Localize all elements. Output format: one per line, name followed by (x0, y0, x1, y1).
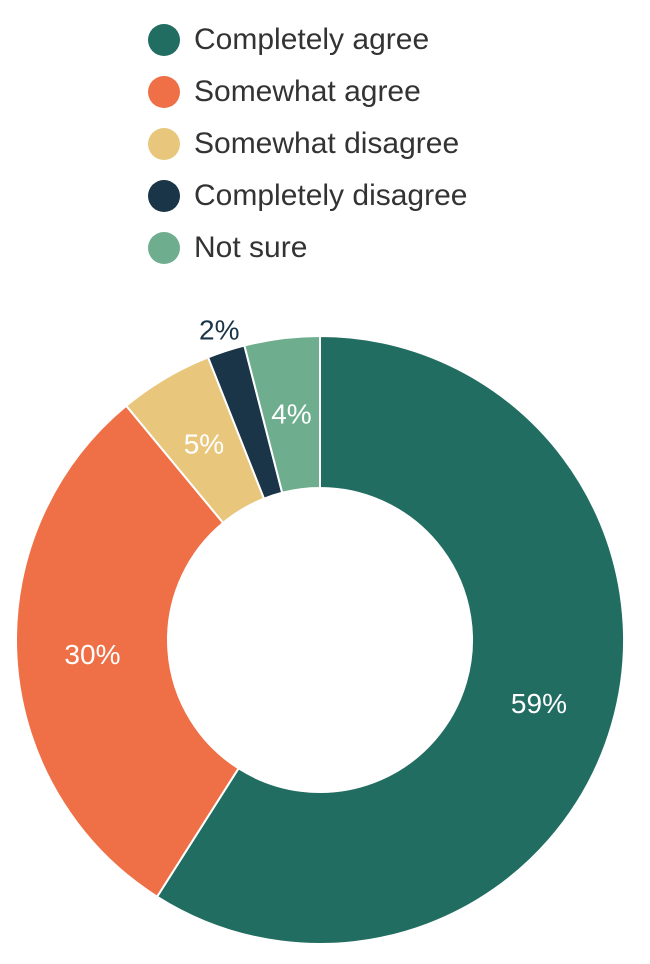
legend-label: Completely agree (194, 23, 430, 56)
legend-label: Somewhat agree (194, 75, 421, 108)
legend-label: Somewhat disagree (194, 127, 460, 160)
legend-swatch (148, 180, 180, 212)
data-label: 2% (199, 314, 239, 345)
legend-item: Somewhat agree (148, 66, 467, 118)
legend-swatch (148, 76, 180, 108)
data-label: 5% (184, 428, 224, 459)
donut-slice (243, 334, 321, 494)
donut-slice (15, 404, 240, 899)
legend-swatch (148, 24, 180, 56)
legend-item: Not sure (148, 222, 467, 274)
data-label: 30% (64, 639, 120, 670)
data-label: 59% (511, 688, 567, 719)
data-label: 4% (271, 398, 311, 429)
chart-legend: Completely agree Somewhat agree Somewhat d… (148, 14, 467, 274)
legend-swatch (148, 128, 180, 160)
legend-item: Completely agree (148, 14, 467, 66)
legend-label: Completely disagree (194, 179, 468, 212)
legend-item: Completely disagree (148, 170, 467, 222)
legend-swatch (148, 232, 180, 264)
legend-item: Somewhat disagree (148, 118, 467, 170)
legend-label: Not sure (194, 231, 308, 264)
donut-slice (155, 334, 625, 945)
